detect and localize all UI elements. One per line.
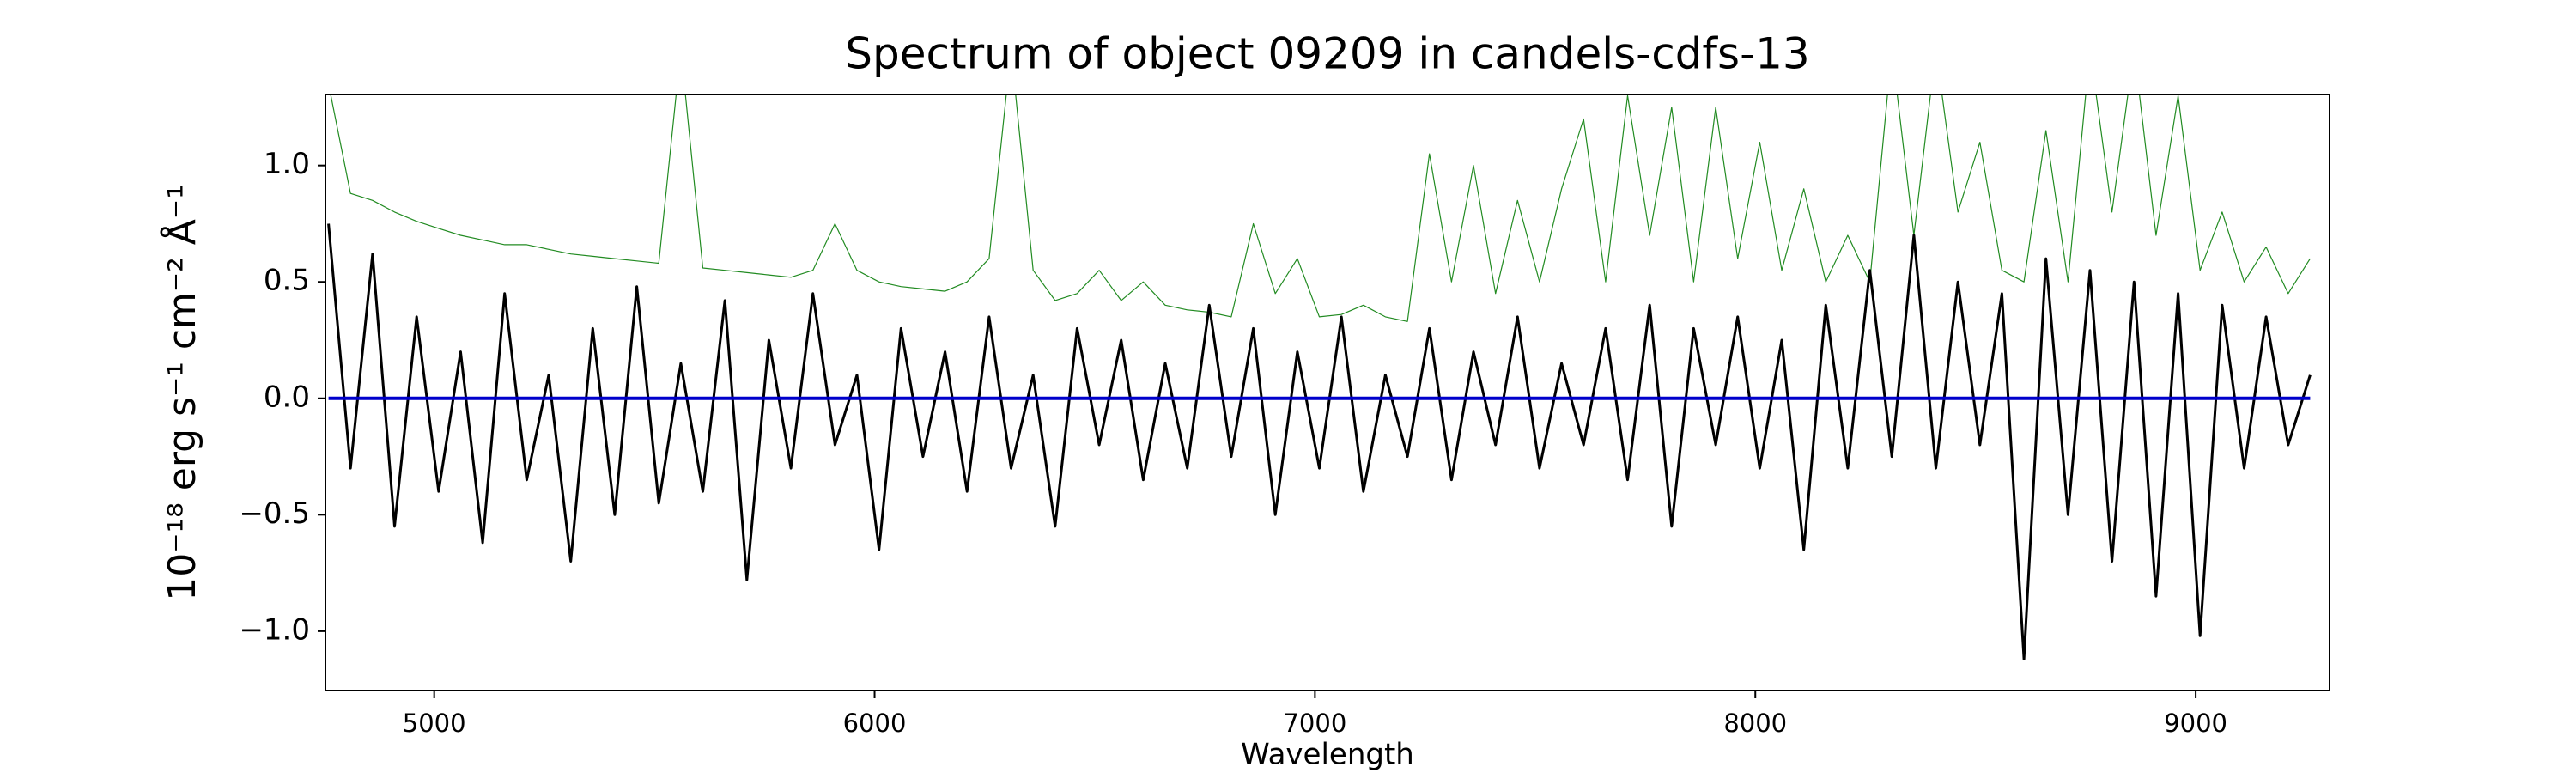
y-axis-label: 10⁻¹⁸ erg s⁻¹ cm⁻² Å⁻¹ <box>159 184 204 600</box>
chart-title: Spectrum of object 09209 in candels-cdfs… <box>845 29 1810 79</box>
x-tick-label: 6000 <box>843 709 907 738</box>
spectrum-line <box>330 94 2311 322</box>
spectrum-line <box>327 223 2312 660</box>
y-tick-label: 0.0 <box>264 380 310 414</box>
y-tick-label: −0.5 <box>239 496 310 531</box>
y-tick-label: 0.5 <box>264 264 310 298</box>
axes-frame <box>325 94 2330 691</box>
y-tick-label: −1.0 <box>239 612 310 647</box>
x-tick-label: 9000 <box>2164 709 2227 738</box>
plot-area <box>327 94 2312 660</box>
x-tick-label: 8000 <box>1723 709 1787 738</box>
y-tick-label: 1.0 <box>264 147 310 181</box>
x-tick-label: 7000 <box>1283 709 1346 738</box>
x-tick-label: 5000 <box>403 709 466 738</box>
x-axis-label: Wavelength <box>1241 738 1414 772</box>
